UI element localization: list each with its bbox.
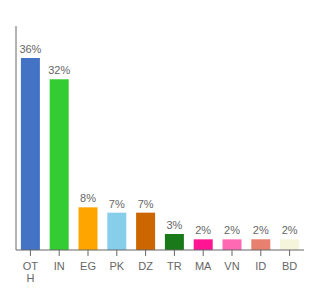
svg-text:2%: 2% bbox=[224, 224, 240, 236]
svg-text:2%: 2% bbox=[282, 224, 298, 236]
svg-text:3%: 3% bbox=[166, 219, 182, 231]
svg-text:OTH: OTH bbox=[23, 260, 39, 284]
svg-text:DZ: DZ bbox=[138, 260, 153, 272]
svg-text:32%: 32% bbox=[48, 64, 70, 76]
svg-text:MA: MA bbox=[195, 260, 212, 272]
svg-text:36%: 36% bbox=[19, 43, 41, 55]
svg-text:IN: IN bbox=[54, 260, 65, 272]
svg-text:2%: 2% bbox=[253, 224, 269, 236]
svg-text:BD: BD bbox=[282, 260, 297, 272]
svg-text:7%: 7% bbox=[109, 198, 125, 210]
svg-text:PK: PK bbox=[109, 260, 124, 272]
svg-text:EG: EG bbox=[80, 260, 96, 272]
svg-text:VN: VN bbox=[224, 260, 239, 272]
svg-text:TR: TR bbox=[167, 260, 182, 272]
svg-text:ID: ID bbox=[255, 260, 266, 272]
svg-text:8%: 8% bbox=[80, 192, 96, 204]
svg-text:2%: 2% bbox=[195, 224, 211, 236]
svg-text:7%: 7% bbox=[138, 198, 154, 210]
